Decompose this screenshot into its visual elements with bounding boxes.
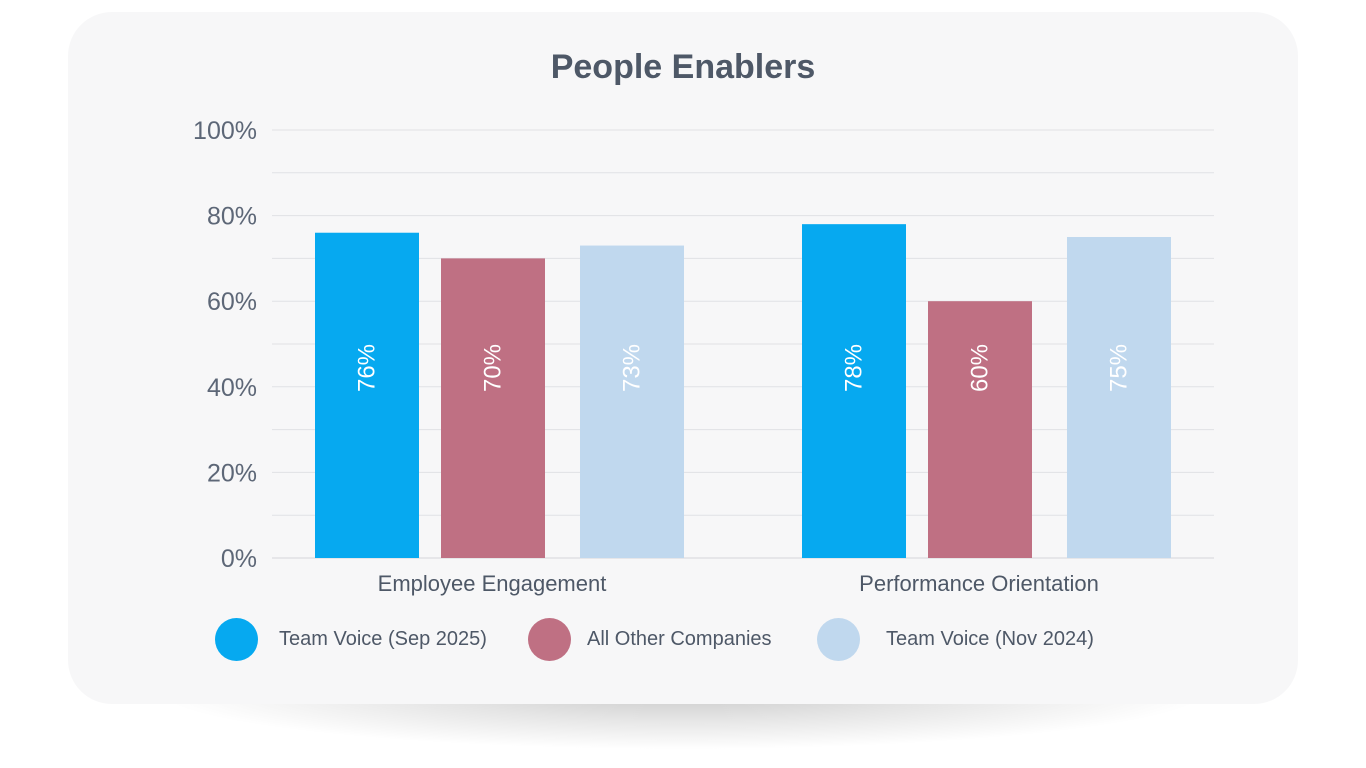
bar-1-0 [802, 224, 906, 558]
bar-1-2 [1067, 237, 1171, 558]
y-tick-label: 20% [207, 459, 257, 487]
y-tick-label: 40% [207, 374, 257, 402]
legend-swatch-all-other-companies [528, 617, 571, 661]
data-label: 76% [354, 344, 381, 392]
legend-swatch-team-voice-nov-2024 [817, 617, 860, 661]
x-category-label: Performance Orientation [859, 571, 1099, 596]
bar-0-1 [441, 258, 545, 558]
legend-swatch-team-voice-sep-2025 [215, 617, 258, 661]
chart-title: People Enablers [550, 48, 816, 86]
data-label: 78% [841, 344, 868, 392]
legend-label-all-other-companies: All Other Companies [587, 627, 772, 650]
data-label: 73% [619, 344, 646, 392]
y-tick-label: 100% [193, 117, 257, 145]
legend-label-team-voice-sep-2025: Team Voice (Sep 2025) [279, 627, 487, 650]
y-tick-label: 80% [207, 203, 257, 231]
y-tick-label: 60% [207, 288, 257, 316]
legend-label-team-voice-nov-2024: Team Voice (Nov 2024) [886, 627, 1094, 650]
bar-0-0 [315, 232, 419, 558]
data-label: 70% [480, 344, 507, 392]
bar-1-1 [928, 301, 1032, 558]
legend-item-team-voice-nov-2024[interactable]: Team Voice (Nov 2024) [817, 617, 1094, 661]
legend-item-all-other-companies[interactable]: All Other Companies [528, 617, 772, 661]
data-label: 75% [1106, 344, 1133, 392]
bar-0-2 [580, 245, 684, 558]
x-category-label: Employee Engagement [378, 571, 607, 596]
y-tick-label: 0% [221, 545, 257, 573]
data-label: 60% [967, 344, 994, 392]
legend-item-team-voice-sep-2025[interactable]: Team Voice (Sep 2025) [215, 617, 487, 661]
